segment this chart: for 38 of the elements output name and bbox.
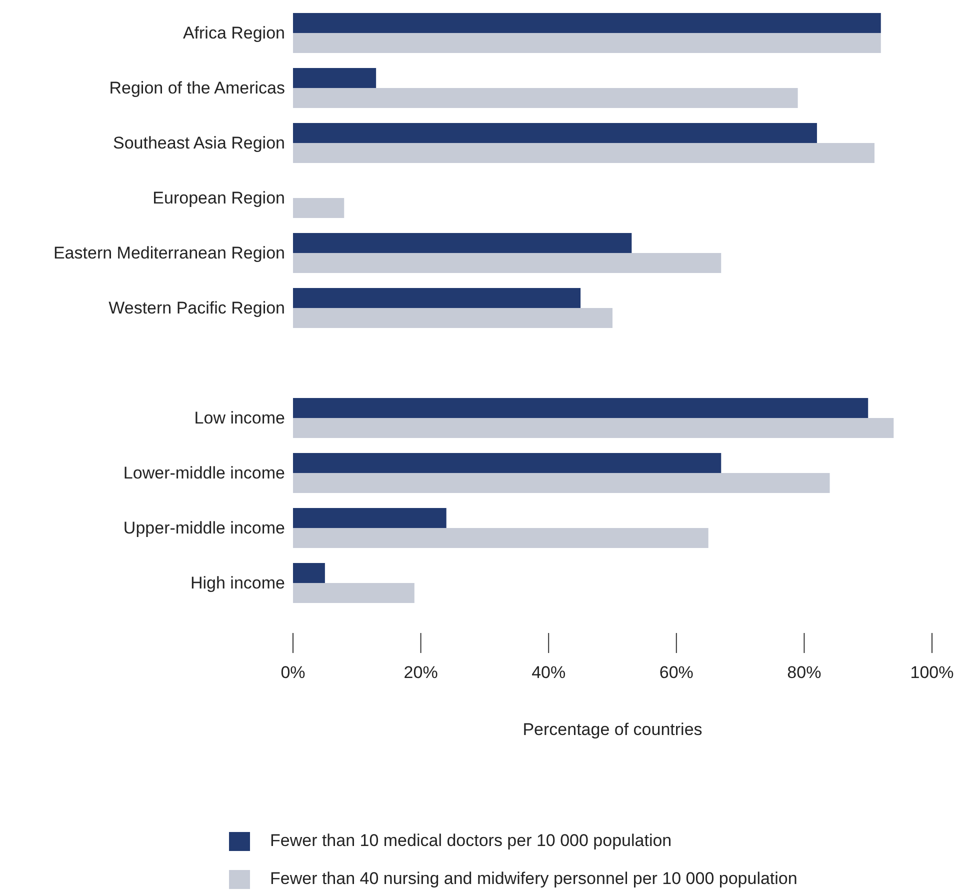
x-axis-title: Percentage of countries [522,720,702,739]
y-tick-label: Low income [194,408,285,428]
y-tick-label: Southeast Asia Region [112,134,285,153]
x-tick-label: 0% [280,663,306,682]
bar [293,308,612,328]
y-tick-label: Upper-middle income [123,518,285,538]
bar [293,68,376,88]
bar [293,33,881,53]
x-tick-label: 20% [404,663,438,682]
y-tick-label: European Region [152,188,285,208]
x-tick-label: 80% [787,663,822,682]
bar [293,253,722,273]
bar [293,453,722,473]
y-tick-label: Region of the Americas [109,78,285,98]
y-tick-label: Western Pacific Region [108,298,285,318]
bar [293,13,881,33]
bar [293,288,581,308]
y-tick-label: Africa Region [182,24,285,43]
bar [293,473,830,493]
bar [293,508,446,528]
bar [293,563,325,583]
bar [293,143,874,163]
x-tick-label: 100% [910,663,954,682]
bar [293,88,798,108]
x-tick-label: 40% [532,663,566,682]
x-tick-label: 60% [659,663,694,682]
legend-label: Fewer than 40 nursing and midwifery personnel per 10 000 population [270,869,798,889]
bar [293,198,344,218]
bar [293,528,708,548]
bar [293,418,894,438]
y-tick-label: High income [190,574,285,593]
y-tick-label: Eastern Mediterranean Region [53,244,285,263]
y-tick-label: Lower-middle income [123,464,285,483]
bar [293,123,817,143]
bar [293,583,414,603]
bar [293,398,868,418]
legend-label: Fewer than 10 medical doctors per 10 000 population [270,831,672,851]
bar [293,233,632,253]
